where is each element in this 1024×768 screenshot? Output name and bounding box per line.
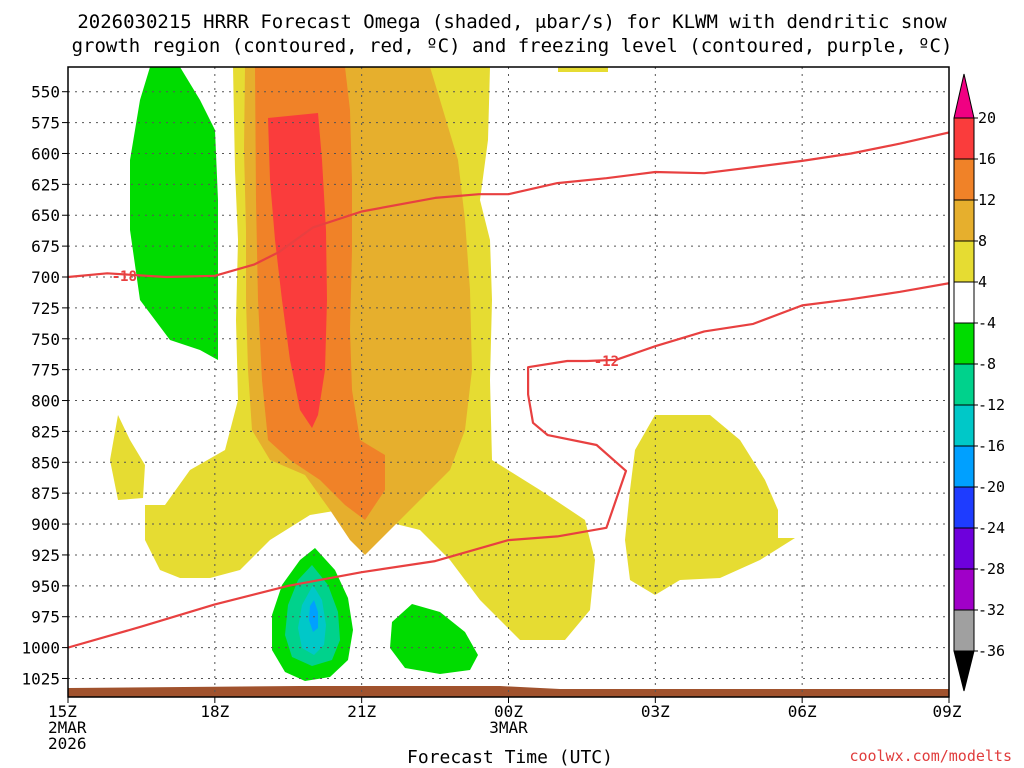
time-tick-label: 2026 [48,734,87,753]
colorbar-tick-label: 20 [978,109,996,127]
contour-label: -12 [594,354,619,370]
pressure-tick-label: 550 [31,83,60,102]
x-axis-title: Forecast Time (UTC) [407,747,613,768]
colorbar-swatch [953,527,975,570]
omega-band-4-8-top [558,67,608,72]
colorbar-tick-label: -4 [978,314,996,332]
pressure-tick-label: 850 [31,453,60,472]
temperature-contours: -18 -12 [68,131,949,649]
colorbar-min-triangle [953,650,975,692]
time-tick-label: 18Z [200,702,229,721]
colorbar-swatch [953,322,975,365]
colorbar-tick-label: 16 [978,150,996,168]
colorbar-swatch [953,486,975,529]
colorbar-tick-label: 8 [978,232,987,250]
colorbar-tick-label: -8 [978,355,996,373]
colorbar-swatch [953,240,975,283]
pressure-tick-label: 825 [31,422,60,441]
time-tick-label: 15Z [48,702,77,721]
colorbar-tick-label: -16 [978,437,1005,455]
colorbar-tick-label: 4 [978,273,987,291]
time-tick-label: 21Z [347,702,376,721]
time-tick-label: 00Z [494,702,523,721]
time-tick-label: 03Z [641,702,670,721]
colorbar-tick-label: -12 [978,396,1005,414]
colorbar-swatch [953,158,975,201]
pressure-tick-label: 725 [31,299,60,318]
colorbar-swatch [953,404,975,447]
chart-title-line1: 2026030215 HRRR Forecast Omega (shaded, … [77,11,947,33]
colorbar-swatch [953,445,975,488]
colorbar-tick-label: -24 [978,519,1005,537]
omega-colorbar: 20 16 12 8 4 -4 -8 -12 -16 -20 -24 -28 -32 -36 [953,73,1005,692]
time-tick-label: 2MAR [48,718,87,737]
time-tick-label: 06Z [788,702,817,721]
time-tick-label: 09Z [933,702,962,721]
isotherm-contour [68,131,949,279]
colorbar-swatch [953,609,975,652]
colorbar-tick-label: -36 [978,642,1005,660]
colorbar-swatch [953,568,975,611]
pressure-tick-label: 900 [31,515,60,534]
omega-band-4-8-right [625,415,795,595]
pressure-tick-label: 1025 [21,669,60,688]
omega-band-16-20 [268,113,327,428]
pressure-tick-label: 700 [31,268,60,287]
pressure-tick-label: 600 [31,144,60,163]
pressure-tick-label: 625 [31,175,60,194]
pressure-tick-label: 650 [31,206,60,225]
pressure-tick-label: 950 [31,577,60,596]
colorbar-swatch [953,363,975,406]
omega-band-neg8-neg4-upper [130,67,218,360]
omega-band-4-8-left [110,415,145,500]
pressure-tick-label: 975 [31,608,60,627]
colorbar-swatch [953,281,975,324]
credit-link[interactable]: coolwx.com/modelts [849,747,1012,765]
pressure-axis-labels: 550 575 600 625 650 675 700 725 750 775 800 825 850 8… [21,83,68,688]
pressure-tick-label: 775 [31,361,60,380]
colorbar-tick-label: -32 [978,601,1005,619]
chart-title-line2: growth region (contoured, red, ºC) and f… [72,35,953,57]
colorbar-tick-label: -20 [978,478,1005,496]
pressure-tick-label: 800 [31,392,60,411]
pressure-tick-label: 575 [31,114,60,133]
pressure-tick-label: 925 [31,546,60,565]
colorbar-swatch [953,199,975,242]
colorbar-tick-label: -28 [978,560,1005,578]
pressure-tick-label: 1000 [21,639,60,658]
pressure-tick-label: 875 [31,484,60,503]
omega-band-neg20-neg16 [309,600,318,632]
pressure-tick-label: 750 [31,330,60,349]
colorbar-tick-label: 12 [978,191,996,209]
pressure-tick-label: 675 [31,237,60,256]
colorbar-max-triangle [953,73,975,119]
isotherm-contour [68,282,949,649]
omega-band-neg8-neg4-low2 [390,604,478,674]
colorbar-swatch [953,117,975,160]
contour-label: -18 [112,269,137,285]
time-tick-label: 3MAR [489,718,528,737]
